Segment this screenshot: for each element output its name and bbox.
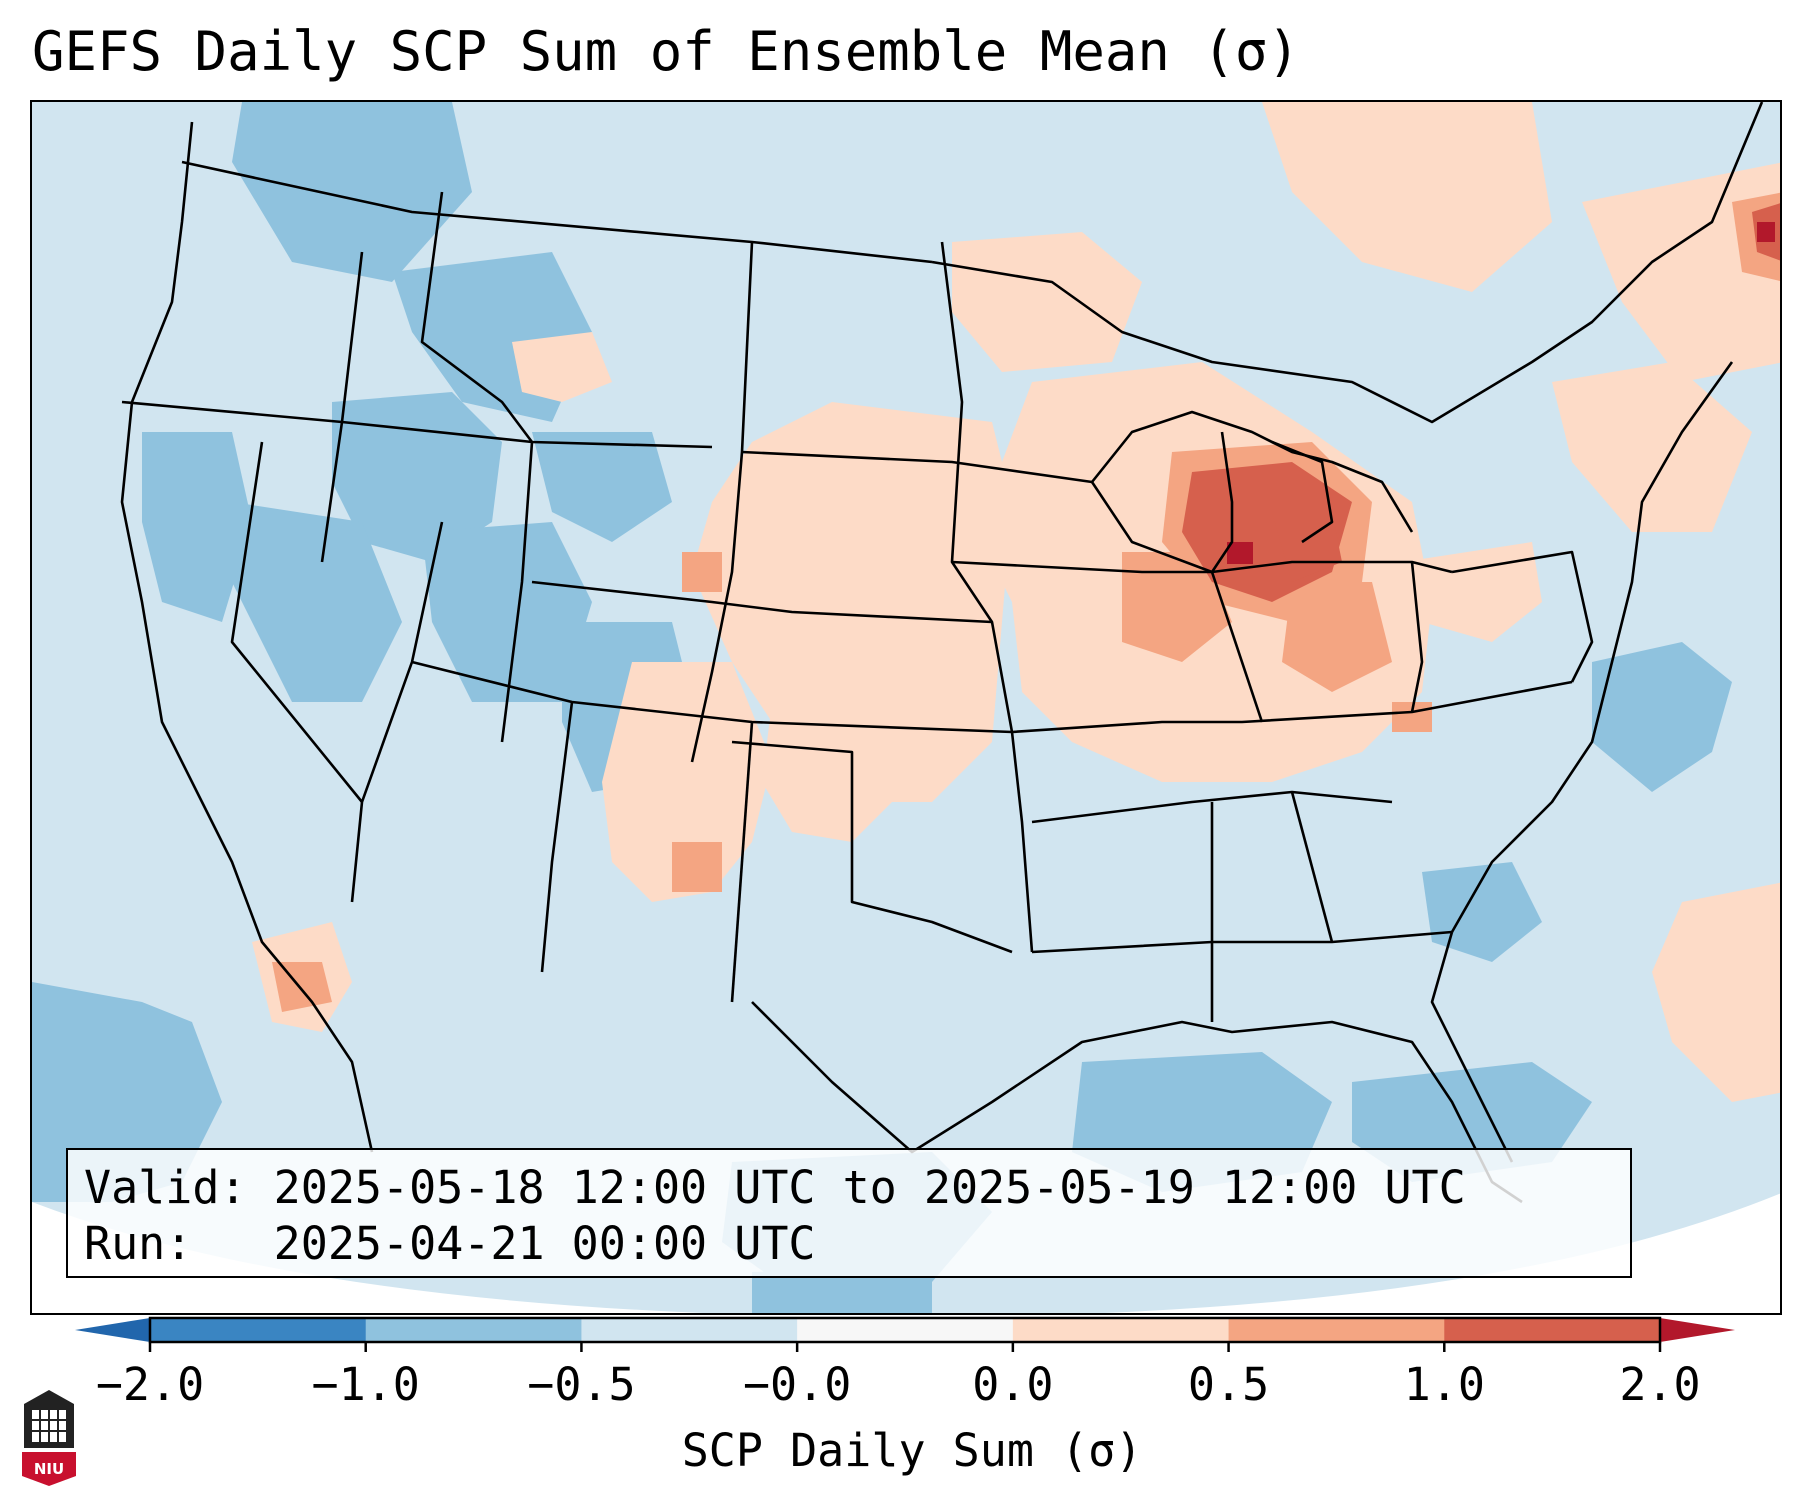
colorbar-tick-label: −0.5 — [527, 1358, 636, 1411]
niu-logo-icon — [22, 1390, 76, 1486]
state-line-mn-ia — [940, 241, 1034, 953]
colorbar-bins — [150, 1318, 1661, 1342]
valid-label: Valid: — [84, 1161, 247, 1214]
niu-logo: NIU — [20, 1390, 78, 1486]
colorbar-tick-label: −0.0 — [742, 1358, 852, 1411]
coastline-florida — [1430, 931, 1514, 1163]
state-line-ia-mo — [951, 560, 1212, 574]
coastline-atlantic — [1450, 361, 1734, 933]
colorbar-tick-label: 0.0 — [972, 1358, 1054, 1411]
state-line-oh-pa — [1410, 561, 1424, 713]
colorbar-bin — [797, 1318, 1014, 1342]
run-value: 2025-04-21 00:00 UTC — [273, 1217, 816, 1270]
projection-edge — [32, 1193, 1780, 1313]
coastline-west — [120, 121, 374, 1153]
colorbar-over-triangle — [1660, 1318, 1735, 1342]
state-line-or-nv — [121, 400, 713, 449]
coastline-gulf — [751, 1001, 1523, 1204]
strongest-positive-patches — [1227, 222, 1775, 564]
valid-value: 2025-05-18 12:00 UTC to 2025-05-19 12:00… — [273, 1161, 1466, 1214]
chart-title: GEFS Daily SCP Sum of Ensemble Mean (σ) — [32, 20, 1300, 83]
colorbar-bin — [150, 1318, 367, 1342]
anomaly-map — [32, 102, 1780, 1313]
valid-time-line: Valid: 2025-05-18 12:00 UTC to 2025-05-1… — [84, 1160, 1630, 1216]
border-canada-west — [181, 160, 933, 264]
colorbar-tick-label: −2.0 — [95, 1358, 205, 1411]
state-line-wy-ne — [690, 241, 754, 763]
state-line-id-mt — [420, 191, 534, 443]
state-line-sd-ne — [741, 450, 1093, 484]
colorbar-bin — [1444, 1318, 1661, 1342]
state-line-az-nm — [540, 701, 574, 973]
colorbar-ticks — [148, 1342, 1662, 1352]
colorbar-outline — [148, 1316, 1662, 1344]
state-line-pa-ny — [1451, 550, 1594, 683]
lake-huron-shore — [1271, 440, 1334, 544]
colorbar-label: SCP Daily Sum (σ) — [681, 1424, 1143, 1477]
colorbar-bin — [581, 1318, 798, 1342]
state-line-ok-tx — [731, 740, 1013, 954]
state-line-in-oh — [1211, 560, 1453, 574]
boundary-lines — [120, 102, 1764, 1204]
colorbar-under-triangle — [75, 1318, 150, 1342]
border-canada-east — [931, 102, 1764, 424]
niu-logo-text: NIU — [33, 1460, 65, 1478]
colorbar-bin — [1012, 1318, 1230, 1342]
state-line-mo-ar — [1011, 680, 1573, 734]
colorbar-bin — [1228, 1318, 1445, 1342]
validity-info-box: Valid: 2025-05-18 12:00 UTC to 2025-05-1… — [66, 1148, 1632, 1278]
run-label: Run: — [84, 1217, 247, 1270]
state-line-al-ga — [1290, 791, 1334, 943]
colorbar-tick-label: 2.0 — [1619, 1358, 1701, 1411]
state-line-nm-tx — [730, 721, 754, 1003]
state-line-wy-co — [500, 441, 534, 743]
state-line-nv-ca — [230, 441, 364, 803]
run-time-line: Run: 2025-04-21 00:00 UTC — [84, 1216, 1630, 1272]
strong-positive-patches — [1182, 203, 1780, 602]
colorbar-bin — [365, 1318, 582, 1342]
lake-michigan-shore — [1210, 431, 1234, 573]
state-line-ut-az — [411, 660, 1013, 734]
colorbar-tick-label: −1.0 — [311, 1358, 420, 1411]
state-line-la-ms — [1031, 930, 1453, 954]
colorbar-tick-label: 0.5 — [1187, 1358, 1270, 1411]
colorbar — [75, 1316, 1735, 1352]
state-line-nv-az — [350, 521, 444, 903]
state-line-co-ks — [531, 580, 993, 624]
state-line-ar-ms — [1031, 790, 1393, 824]
colorbar-tick-label: 1.0 — [1403, 1358, 1485, 1411]
map-panel — [30, 100, 1782, 1315]
